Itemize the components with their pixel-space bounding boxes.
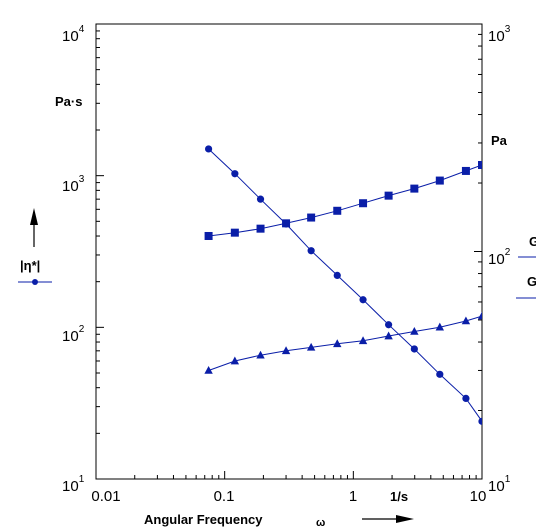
data-point bbox=[385, 321, 392, 328]
y-right-tick-label-100: 102 bbox=[488, 247, 511, 268]
data-point bbox=[334, 272, 341, 279]
data-point bbox=[282, 219, 290, 227]
series-line-1 bbox=[209, 165, 482, 236]
series-0 bbox=[205, 145, 486, 425]
x-tick-label-2: 1 bbox=[349, 488, 357, 505]
series-2 bbox=[204, 312, 486, 374]
y-left-tick-label-10000: 104 bbox=[62, 24, 85, 45]
data-point bbox=[359, 296, 366, 303]
data-point bbox=[462, 395, 469, 402]
data-point bbox=[478, 312, 486, 320]
x-axis-arrow-icon bbox=[362, 515, 414, 523]
data-point bbox=[205, 145, 212, 152]
data-point bbox=[385, 192, 393, 200]
legend-label-g-double-prime: G bbox=[527, 274, 536, 289]
legend-marker-eta bbox=[18, 279, 52, 285]
data-point bbox=[436, 371, 443, 378]
data-point bbox=[359, 199, 367, 207]
x-tick-label-1: 0.1 bbox=[214, 488, 235, 505]
data-point bbox=[231, 170, 238, 177]
x-axis-title: Angular Frequency bbox=[144, 512, 263, 527]
data-point bbox=[436, 177, 444, 185]
series-line-0 bbox=[209, 149, 482, 421]
legend-label-g-prime: G bbox=[529, 234, 536, 249]
y-right-unit-label: Pa bbox=[491, 133, 508, 148]
x-axis-symbol: ω bbox=[316, 517, 325, 528]
data-point bbox=[333, 207, 341, 215]
data-point bbox=[231, 229, 239, 237]
y-right-tick-label-1000: 103 bbox=[488, 24, 511, 45]
data-point bbox=[257, 196, 264, 203]
x-tick-label-3: 10 bbox=[470, 488, 487, 505]
data-point bbox=[462, 167, 470, 175]
data-point bbox=[257, 225, 265, 233]
data-point bbox=[410, 185, 418, 193]
legend-label-eta: |η*| bbox=[20, 258, 40, 273]
data-point bbox=[308, 247, 315, 254]
y-left-tick-label-100: 102 bbox=[62, 324, 85, 345]
x-unit-label: 1/s bbox=[390, 489, 408, 504]
y-left-tick-label-10: 101 bbox=[62, 474, 85, 495]
x-tick-label-0: 0.01 bbox=[91, 488, 120, 505]
series-1 bbox=[205, 161, 486, 240]
y-axis-arrow-icon bbox=[30, 208, 38, 247]
y-left-tick-label-1000: 103 bbox=[62, 174, 85, 195]
series-line-2 bbox=[209, 316, 482, 370]
data-point bbox=[205, 232, 213, 240]
data-point bbox=[478, 418, 485, 425]
data-point bbox=[307, 214, 315, 222]
plot-area bbox=[96, 24, 482, 479]
y-right-tick-label-10: 101 bbox=[488, 474, 511, 495]
data-point bbox=[478, 161, 486, 169]
y-left-unit-label: Pa·s bbox=[55, 94, 82, 109]
series-layer bbox=[204, 145, 486, 425]
data-point bbox=[411, 345, 418, 352]
axis-ticks bbox=[96, 24, 482, 479]
